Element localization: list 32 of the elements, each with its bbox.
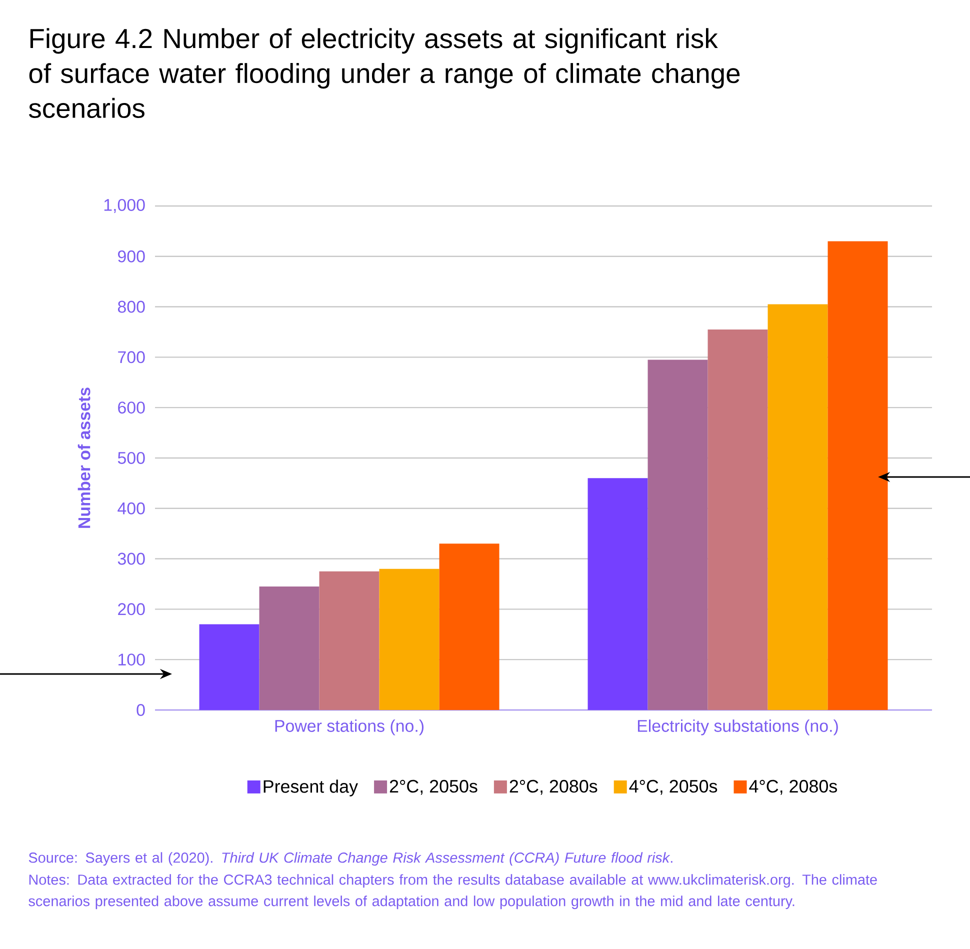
y-axis-title: Number of assets [78,388,90,528]
legend-label: 2°C, 2050s [390,780,478,795]
bar [259,586,320,710]
y-tick-label: 800 [118,300,145,313]
bar [379,568,440,710]
chart-title: Figure 4.2 Number of electricity assets at significant risk of surface water flooding under a range of climate change scenarios [28,28,740,118]
y-tick-label: 1,000 [104,198,145,213]
text: Notes: Data extracted for the CCRA3 technical chapters from the results database available at www.ukclimaterisk.org. The climate scenarios presented above assume current levels of adaptation and low population growth in the mid and late century. [28,874,877,910]
source-note: Source: Sayers et al (2020). Third UK Climate Change Risk Assessment (CCRA) Future flood risk. [28,852,672,866]
y-tick-label: 300 [118,552,145,565]
x-tick-label: Power stations (no.) [275,720,424,736]
bar [588,478,648,710]
y-tick-label: 0 [136,704,145,716]
y-tick-label: 600 [118,402,145,414]
bar [648,360,708,710]
y-tick-label: 200 [118,603,145,616]
y-tick-label: 100 [118,654,145,666]
legend-label: 4°C, 2050s [629,780,718,795]
bar [708,329,768,710]
bar [199,624,260,710]
y-tick-label: 400 [118,502,145,514]
legend-label: 4°C, 2080s [749,780,837,795]
x-tick-label: Electricity substations (no.) [638,720,838,736]
legend-label: 2°C, 2080s [510,780,598,795]
bar [768,304,828,710]
bar [828,241,888,710]
bar [439,544,500,710]
bar [319,571,380,710]
y-tick-label: 900 [118,250,145,262]
legend-label: Present day [264,780,358,796]
y-tick-label: 500 [118,452,145,464]
y-tick-label: 700 [118,351,145,364]
